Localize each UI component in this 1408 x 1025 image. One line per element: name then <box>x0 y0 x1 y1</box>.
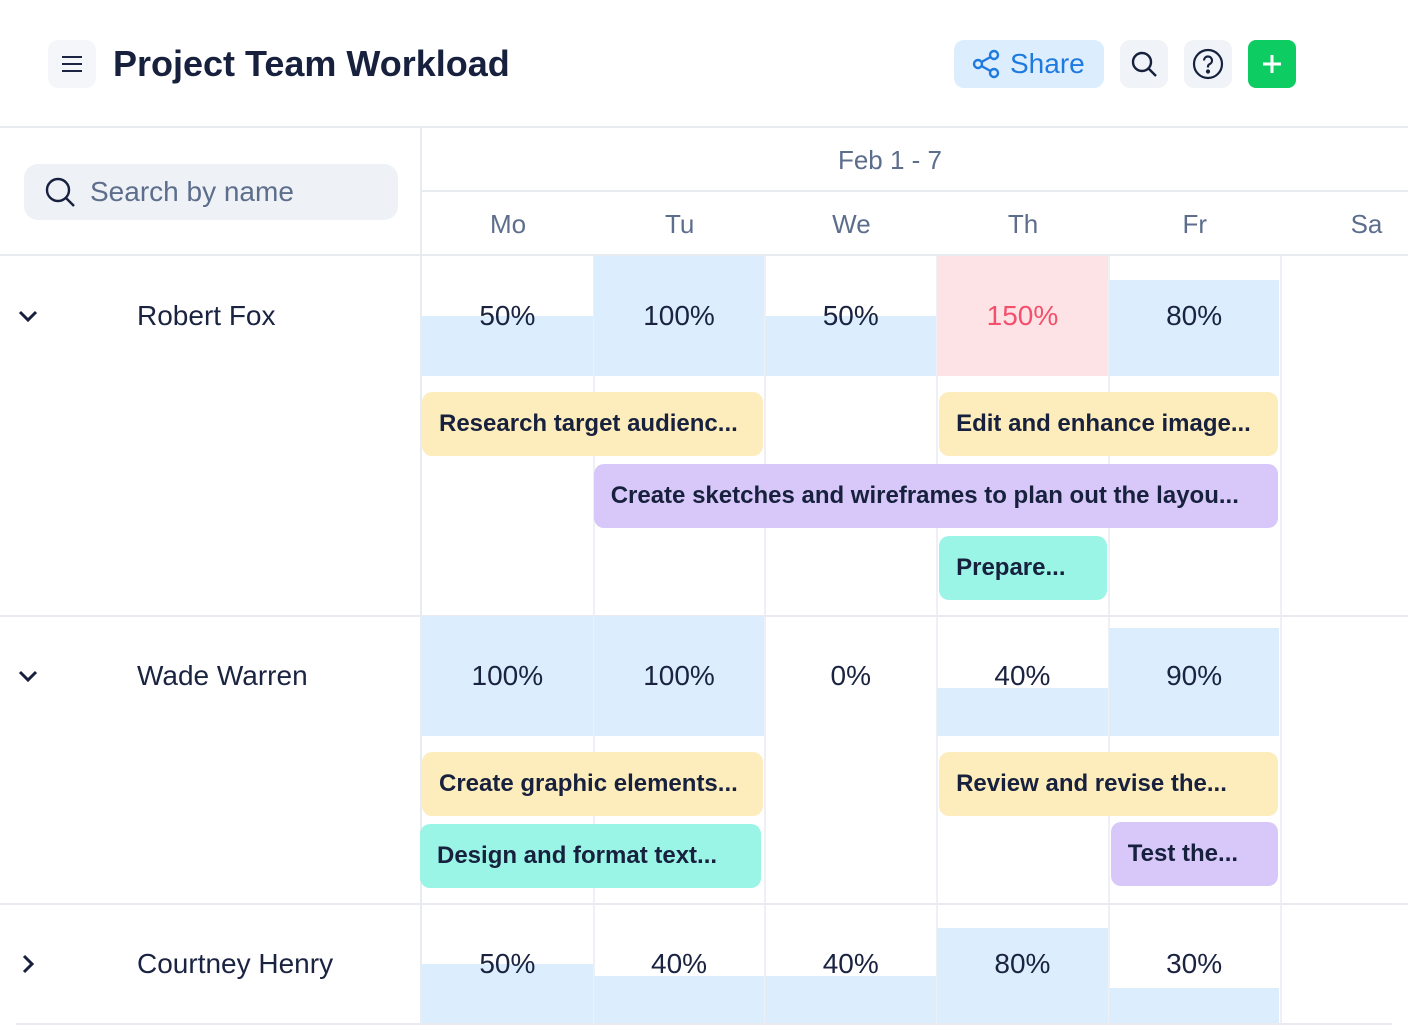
task-bar[interactable]: Create sketches and wireframes to plan o… <box>594 464 1279 528</box>
expand-toggle[interactable] <box>16 904 40 1024</box>
workload-cell[interactable]: 80% <box>937 904 1108 1024</box>
workload-percent: 40% <box>765 904 936 1024</box>
workload-percent: 50% <box>422 904 593 1024</box>
day-header-tu: Tu <box>594 192 766 256</box>
search-button[interactable] <box>1120 40 1168 88</box>
add-button[interactable] <box>1248 40 1296 88</box>
plus-icon <box>1261 53 1283 75</box>
workload-percent: 90% <box>1109 616 1280 736</box>
page-title: Project Team Workload <box>113 42 510 86</box>
workload-cell[interactable]: 50% <box>765 256 936 376</box>
search-icon <box>1130 50 1158 78</box>
collapse-toggle[interactable] <box>16 256 40 376</box>
workload-cell[interactable]: 150% <box>937 256 1108 376</box>
workload-percent: 150% <box>937 256 1108 376</box>
workload-cell[interactable]: 100% <box>594 256 765 376</box>
workload-cell[interactable]: 100% <box>594 616 765 736</box>
chevron-right-icon <box>21 953 35 975</box>
help-icon <box>1192 48 1224 80</box>
workload-percent: 30% <box>1109 904 1280 1024</box>
workload-cell[interactable]: 0% <box>765 616 936 736</box>
workload-cell[interactable]: 40% <box>765 904 936 1024</box>
task-bar[interactable]: Prepare... <box>939 536 1107 600</box>
chevron-down-icon <box>17 669 39 683</box>
day-header-th: Th <box>937 192 1109 256</box>
share-icon <box>972 49 1000 79</box>
workload-percent: 50% <box>765 256 936 376</box>
week-label: Feb 1 - 7 <box>422 128 1408 192</box>
search-icon <box>44 176 76 208</box>
workload-cell[interactable]: 80% <box>1109 256 1280 376</box>
chevron-down-icon <box>17 309 39 323</box>
task-bar[interactable]: Review and revise the... <box>939 752 1278 816</box>
collapse-toggle[interactable] <box>16 616 40 736</box>
workload-percent: 80% <box>937 904 1108 1024</box>
search-field[interactable] <box>24 164 398 220</box>
menu-icon <box>61 55 83 73</box>
day-header-we: We <box>765 192 937 256</box>
task-bar[interactable]: Edit and enhance image... <box>939 392 1278 456</box>
workload-percent: 40% <box>937 616 1108 736</box>
task-bar[interactable]: Create graphic elements... <box>422 752 763 816</box>
workload-percent: 100% <box>594 616 765 736</box>
workload-cell[interactable]: 40% <box>937 616 1108 736</box>
person-name: Wade Warren <box>137 616 308 736</box>
workload-percent: 100% <box>422 616 593 736</box>
workload-percent: 80% <box>1109 256 1280 376</box>
day-header-fr: Fr <box>1109 192 1281 256</box>
day-header-sa: Sa <box>1281 192 1408 256</box>
workload-cell[interactable]: 100% <box>422 616 593 736</box>
column-gridline <box>1280 256 1282 1024</box>
day-header-mo: Mo <box>422 192 594 256</box>
task-bar[interactable]: Test the... <box>1111 822 1279 886</box>
person-name: Robert Fox <box>137 256 276 376</box>
workload-percent: 50% <box>422 256 593 376</box>
task-bar[interactable]: Research target audienc... <box>422 392 763 456</box>
task-bar[interactable]: Design and format text... <box>420 824 761 888</box>
workload-percent: 0% <box>765 616 936 736</box>
share-label: Share <box>1010 48 1085 80</box>
menu-button[interactable] <box>48 40 96 88</box>
workload-percent: 100% <box>594 256 765 376</box>
share-button[interactable]: Share <box>954 40 1104 88</box>
workload-percent: 40% <box>594 904 765 1024</box>
search-input[interactable] <box>90 176 370 208</box>
workload-cell[interactable]: 90% <box>1109 616 1280 736</box>
workload-cell[interactable]: 50% <box>422 904 593 1024</box>
workload-cell[interactable]: 40% <box>594 904 765 1024</box>
workload-cell[interactable]: 50% <box>422 256 593 376</box>
person-name: Courtney Henry <box>137 904 333 1024</box>
help-button[interactable] <box>1184 40 1232 88</box>
workload-cell[interactable]: 30% <box>1109 904 1280 1024</box>
